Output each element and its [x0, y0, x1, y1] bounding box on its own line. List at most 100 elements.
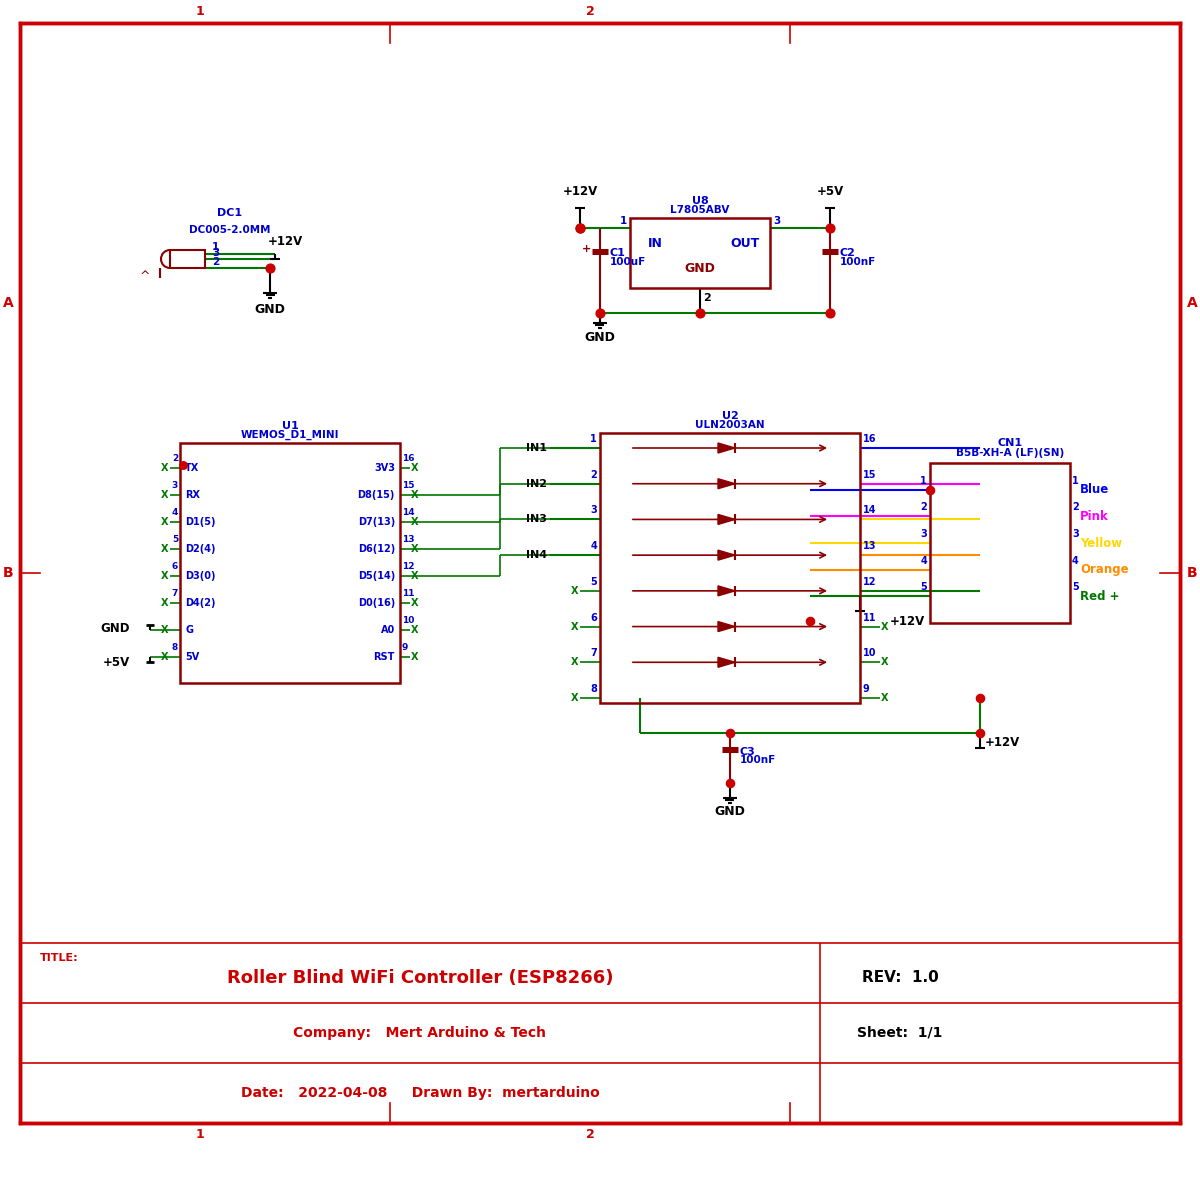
Text: 2: 2 [920, 503, 926, 512]
Text: 4: 4 [172, 508, 178, 517]
Text: 6: 6 [590, 612, 596, 623]
Polygon shape [718, 550, 734, 561]
Text: X: X [161, 598, 169, 608]
Text: 1: 1 [196, 1128, 204, 1142]
Text: 1: 1 [196, 5, 204, 18]
Text: G: G [185, 626, 193, 635]
Text: Red +: Red + [1080, 589, 1120, 603]
Text: 1: 1 [212, 242, 220, 251]
Text: D2(4): D2(4) [185, 544, 216, 555]
Text: 2: 2 [586, 1128, 594, 1142]
Text: ^: ^ [139, 269, 150, 283]
Text: A: A [1187, 296, 1198, 310]
Point [971, 723, 990, 742]
Text: 7: 7 [172, 589, 178, 598]
Text: 3: 3 [920, 529, 926, 539]
Text: IN3: IN3 [526, 515, 547, 525]
Text: X: X [881, 622, 889, 632]
Polygon shape [718, 515, 734, 525]
Text: Sheet:  1/1: Sheet: 1/1 [857, 1026, 943, 1041]
Text: A: A [2, 296, 13, 310]
Text: 13: 13 [863, 541, 876, 551]
Text: 16: 16 [863, 434, 876, 444]
Text: X: X [412, 517, 419, 527]
Text: X: X [571, 622, 578, 632]
Text: ULN2003AN: ULN2003AN [695, 420, 764, 429]
Text: 2: 2 [1072, 503, 1079, 512]
Text: 2: 2 [172, 454, 178, 463]
Text: U8: U8 [691, 196, 708, 206]
Text: B5B-XH-A (LF)(SN): B5B-XH-A (LF)(SN) [956, 448, 1064, 458]
Text: Yellow: Yellow [1080, 537, 1122, 550]
Text: +: + [582, 244, 590, 254]
Text: 2: 2 [590, 469, 596, 480]
Text: +5V: +5V [103, 656, 130, 669]
Text: CN1: CN1 [997, 438, 1022, 448]
Text: X: X [881, 693, 889, 703]
Text: 100nF: 100nF [740, 755, 776, 765]
Text: 100nF: 100nF [840, 257, 876, 267]
Point [570, 219, 589, 238]
Text: B: B [2, 565, 13, 580]
Text: Date:   2022-04-08     Drawn By:  mertarduino: Date: 2022-04-08 Drawn By: mertarduino [241, 1086, 599, 1100]
Text: X: X [161, 571, 169, 581]
Text: 16: 16 [402, 454, 414, 463]
Point [720, 774, 739, 793]
Polygon shape [718, 586, 734, 595]
Text: 3V3: 3V3 [374, 463, 395, 473]
Text: 5: 5 [1072, 582, 1079, 592]
Point [174, 456, 193, 475]
Text: 4: 4 [920, 556, 926, 565]
Polygon shape [718, 622, 734, 632]
Text: X: X [161, 463, 169, 473]
Text: 10: 10 [863, 648, 876, 658]
Text: X: X [412, 626, 419, 635]
Polygon shape [718, 479, 734, 488]
Text: X: X [881, 657, 889, 668]
Text: U2: U2 [721, 411, 738, 421]
Text: IN: IN [648, 237, 662, 249]
Text: C2: C2 [840, 248, 856, 257]
Text: 2: 2 [703, 294, 710, 303]
Text: IN4: IN4 [526, 550, 547, 561]
Text: 9: 9 [863, 685, 870, 694]
Text: 8: 8 [172, 642, 178, 652]
Text: D7(13): D7(13) [358, 517, 395, 527]
Text: X: X [412, 652, 419, 662]
Text: GND: GND [714, 805, 745, 818]
Bar [20, 943, 1180, 1122]
Text: X: X [161, 544, 169, 555]
Text: D5(14): D5(14) [358, 571, 395, 581]
Text: 1: 1 [1072, 475, 1079, 486]
Text: X: X [161, 490, 169, 500]
Text: DC005-2.0MM: DC005-2.0MM [190, 225, 271, 235]
Text: GND: GND [254, 303, 286, 316]
Point [971, 688, 990, 707]
Text: 14: 14 [863, 505, 876, 515]
Text: 10: 10 [402, 616, 414, 626]
Text: 13: 13 [402, 535, 414, 544]
Text: X: X [412, 463, 419, 473]
Bar [600, 433, 860, 703]
Bar [930, 463, 1070, 623]
Text: +12V: +12V [268, 235, 302, 248]
Text: Company:   Mert Arduino & Tech: Company: Mert Arduino & Tech [294, 1026, 546, 1041]
Text: A0: A0 [380, 626, 395, 635]
Text: D8(15): D8(15) [358, 490, 395, 500]
Text: +12V: +12V [985, 736, 1020, 749]
Text: X: X [161, 517, 169, 527]
Point [821, 303, 840, 322]
Text: L7805ABV: L7805ABV [671, 205, 730, 215]
Text: 3: 3 [172, 481, 178, 490]
Polygon shape [718, 657, 734, 668]
Text: 5: 5 [920, 582, 926, 592]
Text: 14: 14 [402, 508, 415, 517]
Text: RX: RX [185, 490, 200, 500]
Text: 8: 8 [590, 685, 596, 694]
Point [800, 611, 820, 630]
Text: 12: 12 [402, 562, 414, 571]
Text: D0(16): D0(16) [358, 598, 395, 608]
Text: 3: 3 [590, 505, 596, 515]
Text: DC1: DC1 [217, 208, 242, 218]
Text: C1: C1 [610, 248, 626, 257]
